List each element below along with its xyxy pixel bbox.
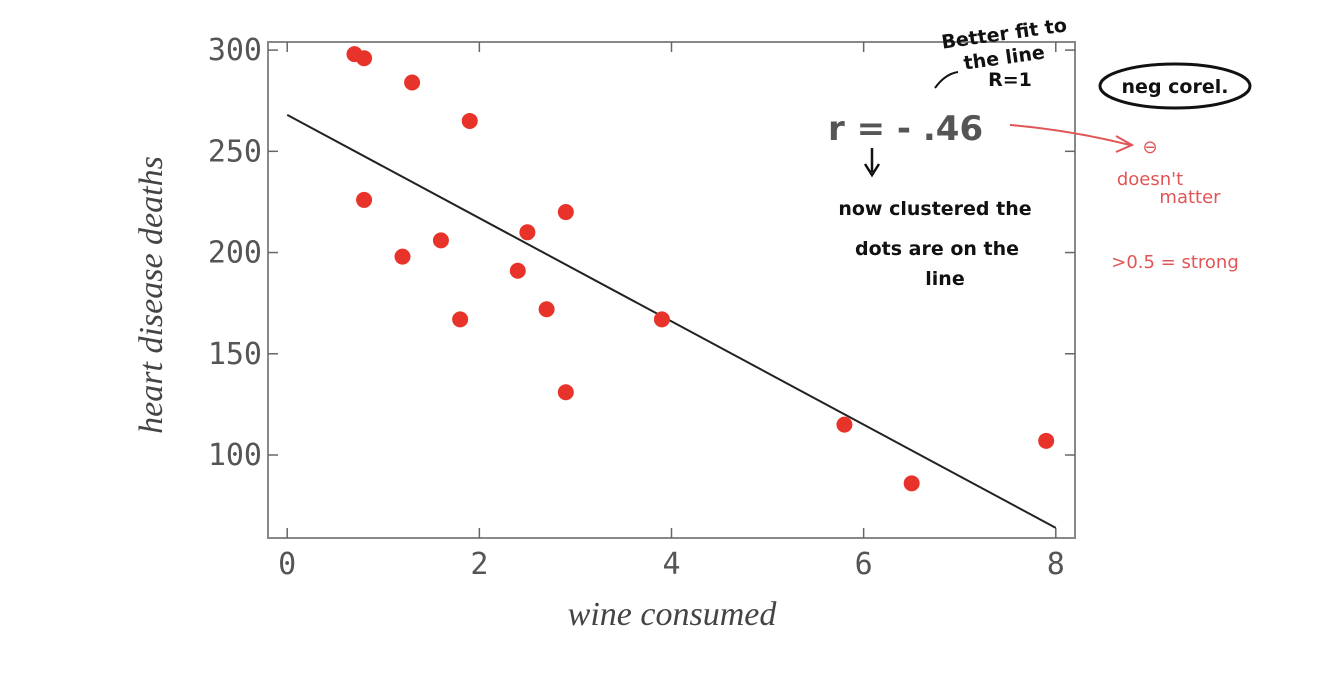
point	[836, 416, 853, 433]
y-tick-label: 300	[208, 33, 262, 68]
strong-note: >0.5 = strong	[1111, 252, 1239, 273]
point	[394, 248, 411, 265]
note-line: R=1	[988, 69, 1032, 91]
y-tick-label: 250	[208, 134, 262, 169]
point	[1038, 432, 1055, 449]
x-tick-label: 4	[662, 547, 680, 582]
point	[903, 475, 920, 492]
point	[432, 232, 449, 249]
point	[538, 301, 555, 318]
arrow	[934, 71, 959, 89]
neg-note: neg corel.	[1122, 76, 1229, 98]
y-tick-label: 150	[208, 337, 262, 372]
point	[356, 50, 373, 67]
point	[557, 204, 574, 221]
arrow	[1009, 124, 1135, 153]
r-annotation: r = - .46	[828, 109, 983, 149]
y-tick-label: 200	[208, 236, 262, 271]
note-line: now clustered the	[838, 198, 1031, 220]
y-tick-label: 100	[208, 438, 262, 473]
point	[452, 311, 469, 328]
x-axis-label: wine consumed	[568, 596, 778, 633]
note-line: matter	[1159, 187, 1221, 208]
point	[557, 384, 574, 401]
circle	[1098, 62, 1252, 110]
point	[519, 224, 536, 241]
x-tick-label: 2	[470, 547, 488, 582]
point	[356, 191, 373, 208]
better-fit-note: Better fit to the line R=1	[940, 14, 1068, 91]
point	[653, 311, 670, 328]
y-axis-label: heart disease deaths	[133, 156, 170, 434]
x-tick-label: 6	[855, 547, 873, 582]
clustered-note: now clustered the dots are on the line	[838, 198, 1031, 290]
note-line: line	[925, 268, 964, 290]
point	[404, 74, 421, 91]
fit-line	[286, 114, 1057, 529]
point	[509, 262, 526, 279]
arrow	[863, 148, 881, 178]
note-line: doesn't	[1117, 169, 1183, 190]
x-tick-label: 8	[1047, 547, 1065, 582]
sign-note: ⊖	[1142, 137, 1157, 158]
point	[461, 112, 478, 129]
note-line: dots are on the	[855, 238, 1019, 260]
x-tick-label: 0	[278, 547, 296, 582]
